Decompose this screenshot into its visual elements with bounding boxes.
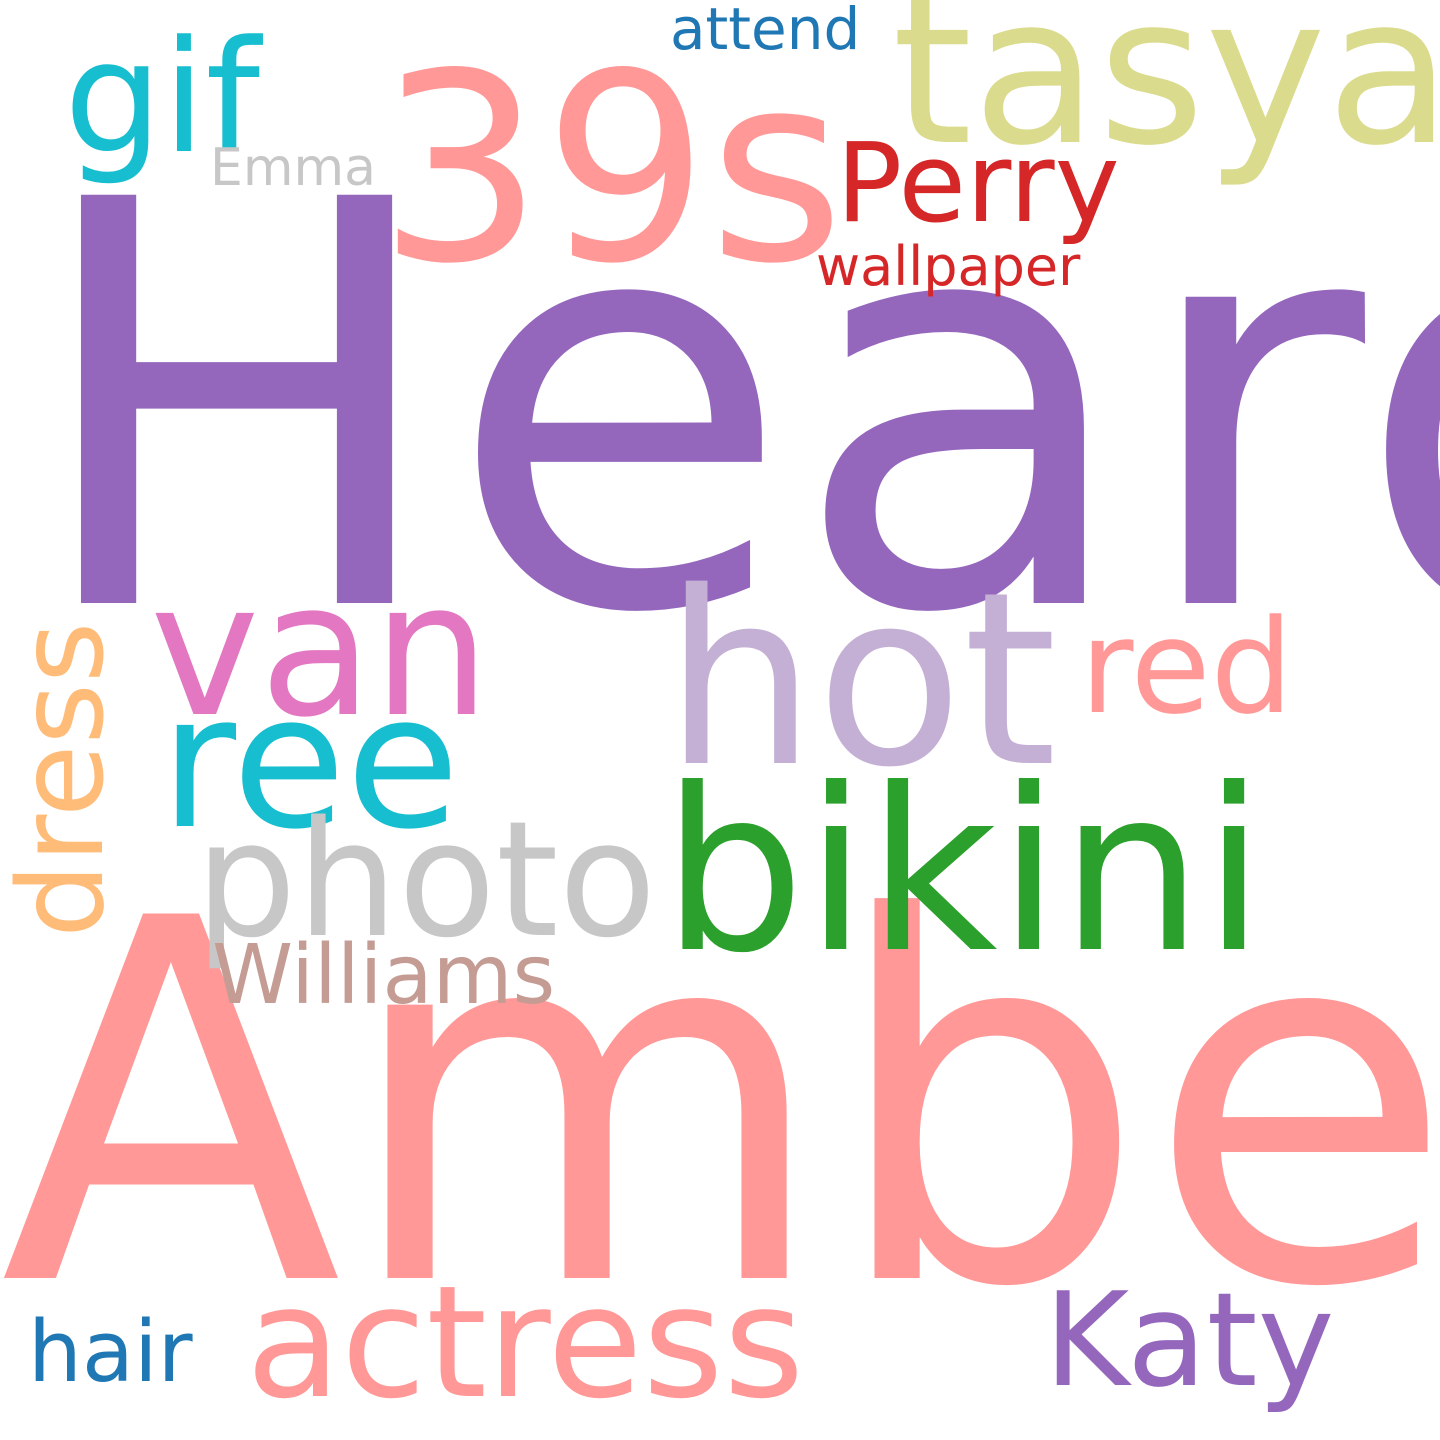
word-bikini: bikini xyxy=(662,741,1266,1003)
word-emma: Emma xyxy=(210,138,377,198)
word-perry: Perry xyxy=(836,119,1120,247)
word-heard: Heard xyxy=(26,84,1440,736)
word-gif: gif xyxy=(64,7,261,188)
word-hot: hot xyxy=(664,540,1058,820)
word-katy: Katy xyxy=(1044,1264,1335,1416)
word-hair: hair xyxy=(28,1303,193,1402)
word-williams: Williams xyxy=(212,928,556,1023)
word-amber: Amber xyxy=(0,814,1440,1396)
word-tasya: tasya xyxy=(892,0,1440,191)
word-ree: ree xyxy=(160,654,460,870)
word-van: van xyxy=(150,542,491,758)
word-39s: 39s xyxy=(378,19,845,321)
word-photo: photo xyxy=(195,786,657,973)
word-wallpaper: wallpaper xyxy=(816,235,1081,298)
word-red: red xyxy=(1080,591,1294,743)
word-attend: attend xyxy=(670,0,861,63)
word-actress: actress xyxy=(246,1252,805,1433)
word-dress: dress xyxy=(0,621,130,938)
